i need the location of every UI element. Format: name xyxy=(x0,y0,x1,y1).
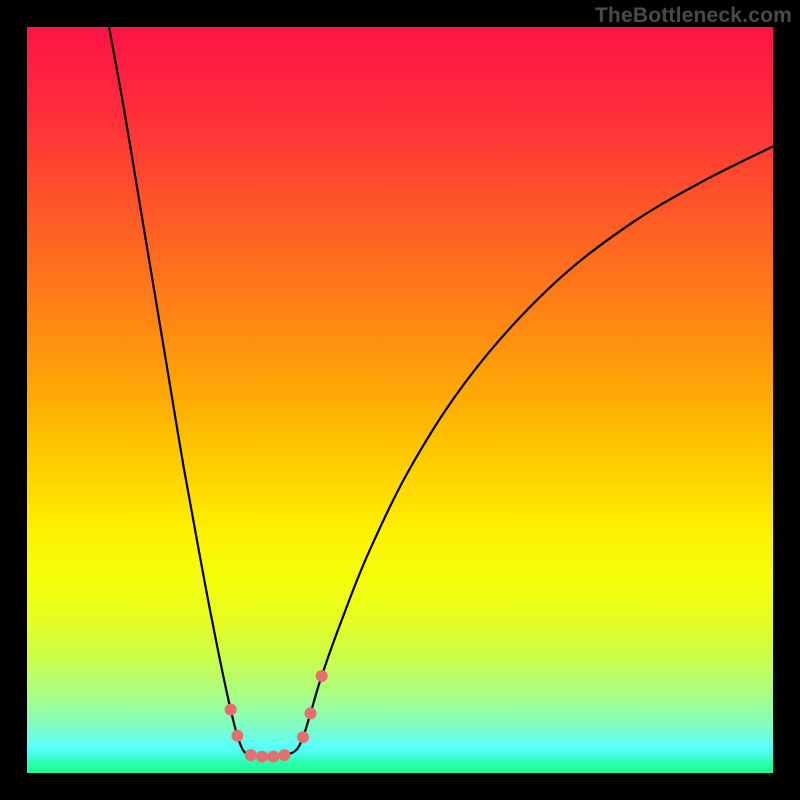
curve-marker xyxy=(297,731,309,743)
bottleneck-curve xyxy=(109,27,773,757)
plot-area xyxy=(27,27,773,773)
chart-container: TheBottleneck.com xyxy=(0,0,800,800)
curve-marker xyxy=(316,670,328,682)
curve-markers xyxy=(225,670,328,763)
curve-marker xyxy=(245,749,257,761)
curve-marker xyxy=(304,707,316,719)
watermark-text: TheBottleneck.com xyxy=(595,4,792,28)
curve-marker xyxy=(278,749,290,761)
curve-marker xyxy=(231,730,243,742)
curve-marker xyxy=(256,751,268,763)
curve-overlay xyxy=(27,27,773,773)
curve-marker xyxy=(225,704,237,716)
curve-marker xyxy=(267,751,279,763)
